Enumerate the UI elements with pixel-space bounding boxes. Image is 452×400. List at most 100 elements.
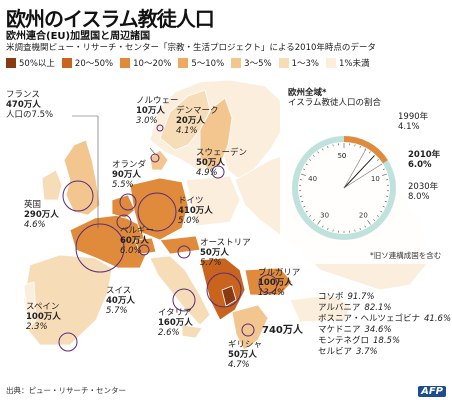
gauge-tick [327,146,329,149]
label-bulgaria: ブルガリア 100万人 13.4% [258,268,301,298]
balkan-row: セルビア 3.7% [318,347,451,358]
gauge-tick-label: 20 [359,212,368,220]
france-region [69,214,149,269]
greece-region [231,304,269,351]
gauge-tick [359,227,361,230]
legend-label: 10～20% [133,59,172,69]
gauge-tick [322,225,324,228]
gauge-tick [382,168,385,170]
legend-item: 1～3% [278,57,319,69]
balkan-row: アルバニア 82.1% [318,303,451,314]
gauge-tick [309,159,312,161]
balkan-value: 91.7% [347,292,375,302]
label-belgium: ベルギー 60万人 6.0% [120,226,155,256]
legend-item: 50%以上 [6,57,55,69]
legend-swatch [178,58,189,68]
gauge-tick-label: 40 [308,175,317,183]
gauge-tick [359,146,361,149]
source-credit: 出典：ピュー・リサーチ・センター [6,386,126,395]
page-subtitle: 欧州連合(EU)加盟国と周辺諸国 [6,31,151,42]
gauge-tick [376,215,379,217]
balkan-row: ボスニア・ヘルツェゴビナ 41.6% [318,314,451,325]
year-2030: 2030年 8.0% [408,182,439,202]
inset-footnote: *旧ソ連構成国を含む [370,251,442,260]
gauge-tick [305,210,308,213]
sweden-region [199,97,233,171]
gauge-tick [367,220,371,225]
gauge-tick-label: 10 [371,175,380,183]
bulgaria-region [244,267,293,296]
turkey-region [289,294,351,323]
inset-title: 欧州全域* [288,88,327,98]
belgium-circle [116,214,132,230]
gauge-tick [317,220,321,225]
balkan-row: モンテネグロ 18.5% [318,336,451,347]
year-2010: 2010年 6.0% [408,150,441,170]
benelux-region [111,194,136,219]
balkan-row: マケドニア 34.6% [318,325,451,336]
gauge-tick [369,151,371,154]
balkan-country: アルバニア [318,303,361,313]
balkan-value: 18.5% [373,336,401,346]
france-circle [75,223,125,273]
germany-region [129,177,189,241]
legend-swatch [6,58,16,68]
netherlands-circle [119,193,137,211]
gauge-tick-label: 50 [337,152,346,160]
legend-item: 10～20% [120,57,171,69]
europe-inset: 欧州全域* イスラム教徒人口の割合 0 10 20 30 40 50 1990年 4.1%… [280,84,448,264]
norway-region [159,89,211,151]
gauge-tick [364,148,366,151]
austria-circle [177,245,191,259]
gauge-tick [384,201,387,203]
gauge-tick [376,159,379,161]
legend-swatch [278,58,289,68]
gauge-tick [380,210,383,213]
gauge-tick [327,227,329,230]
balkan-row: コソボ 91.7% [318,292,451,303]
balkans-circle [206,272,242,308]
germany-circle [137,192,177,232]
legend-item: 20～50% [61,57,114,69]
uk-circle [62,180,94,212]
gauge-needle [343,149,366,189]
label-greece: ギリシャ 50万人 4.7% [228,340,263,370]
inset-subtitle: イスラム教徒人口の割合 [288,98,381,108]
gauge-tick [317,151,319,154]
balkan-value: 34.6% [364,325,392,335]
portugal-region [23,281,37,332]
data-note: 米調査機関ピュー・リサーチ・センター「宗教・生活プロジェクト」による2010年時… [6,43,376,53]
albania-kosovo-region [221,285,237,307]
legend-label: 1～3% [291,59,319,69]
ireland-region [41,169,63,201]
spain-region [23,254,113,346]
gauge-needle [343,155,375,189]
switzerland-region [134,237,157,255]
greece-circle [241,323,255,337]
balkan-value: 41.6% [424,314,452,324]
balkan-value: 82.1% [364,303,392,313]
italy-circle [172,288,196,312]
gauge-tick [381,173,387,176]
sweden-circle [211,165,225,179]
gauge-tick [382,206,385,208]
year-1990: 1990年 4.1% [398,112,429,132]
uk-region [63,139,101,216]
label-italy: イタリア 160万人 2.6% [158,308,193,338]
legend-swatch [231,58,242,68]
label-france: フランス 470万人 人口の7.5% [6,90,54,120]
label-germany: ドイツ 410万人 5.0% [178,196,213,226]
inset-gauge: 0 10 20 30 40 50 [292,136,396,240]
spain-circle [58,332,78,352]
balkan-country: モンテネグロ [318,336,370,346]
gauge-needle [343,164,382,189]
label-netherlands: オランダ 90万人 5.5% [112,160,147,190]
label-sweden: スウェーデン 50万人 4.9% [196,148,248,178]
sicily-region [181,324,203,339]
balkan-total: 740万人 [262,325,303,336]
legend-label: 1%未満 [338,59,370,69]
norway-circle [156,124,164,132]
gauge-tick [322,148,324,151]
legend-label: 20～50% [74,59,114,69]
